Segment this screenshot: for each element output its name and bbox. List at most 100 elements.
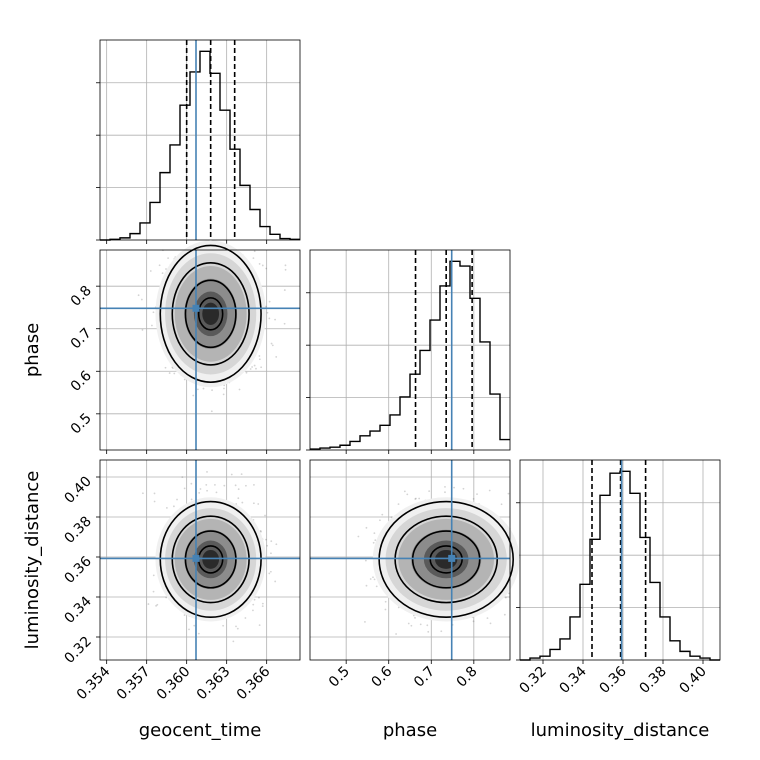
sample-point	[403, 490, 406, 493]
y-tick-label: 0.36	[61, 553, 94, 586]
panel-2-1: 0.5 0.6 0.7 0.8	[309, 459, 520, 691]
sample-point	[232, 640, 235, 643]
sample-point	[181, 476, 184, 479]
sample-point	[397, 503, 400, 506]
sample-point	[414, 616, 416, 619]
sample-point	[427, 630, 430, 633]
contour-level	[171, 261, 250, 366]
sample-point	[372, 541, 375, 544]
x-tick-label: 0.6	[368, 663, 395, 690]
sample-point	[141, 329, 144, 331]
x-tick-label: 0.366	[234, 663, 274, 703]
sample-point	[222, 624, 225, 627]
sample-point	[261, 602, 264, 605]
sample-point	[264, 514, 266, 517]
sample-point	[198, 491, 201, 494]
sample-point	[374, 539, 377, 542]
sample-point	[152, 590, 155, 593]
sample-point	[244, 617, 247, 619]
sample-point	[260, 366, 263, 369]
sample-point	[249, 368, 252, 370]
sample-point	[140, 298, 143, 301]
sample-point	[255, 367, 257, 370]
sample-point	[274, 580, 277, 583]
sample-point	[199, 488, 202, 490]
sample-point	[507, 492, 510, 495]
sample-point	[365, 584, 368, 587]
sample-point	[149, 270, 152, 272]
sample-point	[156, 603, 159, 606]
contour-level	[184, 530, 237, 589]
sample-point	[486, 617, 489, 620]
sample-point	[150, 324, 153, 327]
sample-point	[153, 492, 156, 495]
sample-point	[373, 532, 376, 535]
panel-2-2: 0.32 0.34 0.36 0.38 0.40	[516, 459, 721, 697]
sample-point	[167, 257, 170, 259]
x-tick-label: 0.7	[411, 664, 438, 691]
sample-point	[269, 570, 272, 573]
sample-point	[488, 489, 491, 492]
sample-point	[165, 507, 168, 509]
sample-point	[508, 592, 510, 595]
sample-point	[253, 364, 256, 367]
sample-point	[260, 530, 262, 533]
sample-point	[205, 483, 208, 486]
sample-point	[500, 503, 503, 506]
sample-point	[384, 600, 387, 603]
sample-point	[462, 487, 465, 490]
contour-level	[197, 297, 224, 331]
x-tick-label: 0.357	[114, 664, 154, 704]
sample-point	[472, 497, 475, 500]
sample-point	[222, 393, 225, 396]
sample-point	[141, 492, 144, 495]
sample-point	[253, 483, 255, 486]
axes-frame	[519, 459, 721, 661]
sample-point	[183, 487, 186, 490]
sample-point	[176, 498, 178, 501]
sample-point	[504, 596, 507, 599]
x-tick-label: 0.34	[556, 663, 589, 696]
density-shade	[202, 549, 220, 569]
x-tick-label: 0.8	[454, 664, 481, 691]
panel-1-0: 0.5 0.6 0.7 0.8	[68, 240, 301, 454]
x-axis-label: geocent_time	[139, 720, 262, 741]
y-tick-label: 0.8	[68, 283, 95, 310]
x-axis-label: phase	[383, 720, 437, 741]
sample-point	[206, 489, 208, 492]
sample-point	[373, 578, 376, 581]
x-tick-label: 0.363	[194, 664, 234, 704]
sample-point	[503, 613, 506, 616]
sample-point	[489, 622, 492, 625]
x-tick-label: 0.36	[596, 663, 629, 696]
sample-point	[364, 621, 366, 623]
sample-point	[261, 605, 264, 608]
x-tick-label: 0.38	[636, 664, 669, 697]
sample-point	[258, 358, 261, 361]
sample-point	[193, 624, 196, 627]
axes-frame	[99, 459, 301, 661]
histogram-geocent_time	[100, 50, 300, 241]
sample-point	[153, 500, 156, 503]
sample-point	[252, 609, 254, 612]
contour-level	[378, 500, 514, 619]
sample-point	[238, 388, 241, 391]
sample-point	[152, 311, 155, 314]
sample-point	[257, 503, 260, 505]
sample-point	[284, 264, 287, 267]
sample-point	[419, 623, 422, 626]
sample-point	[410, 624, 413, 627]
truth-marker	[192, 554, 200, 562]
sample-point	[261, 264, 264, 267]
axes-frame	[309, 249, 511, 451]
x-tick-label: 0.354	[74, 663, 114, 703]
axes-frame	[99, 249, 301, 451]
sample-point	[258, 263, 261, 265]
sample-point	[271, 344, 274, 347]
x-tick-label: 0.5	[326, 664, 353, 691]
sample-point	[428, 490, 431, 493]
sample-point	[265, 267, 268, 270]
sample-point	[245, 371, 248, 374]
sample-point	[190, 498, 193, 501]
